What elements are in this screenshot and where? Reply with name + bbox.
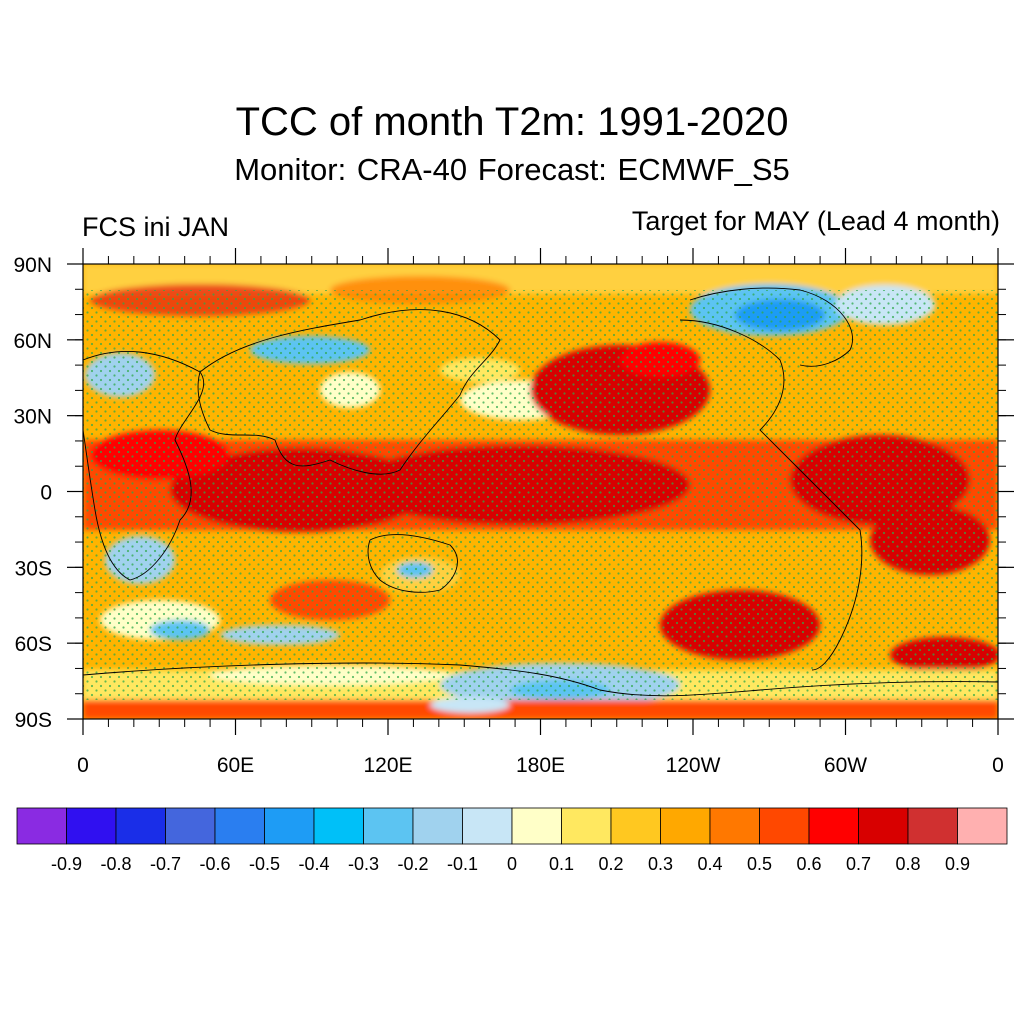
colorbar-label: 0.1 xyxy=(549,854,574,874)
latitude-axis: 90N 60N 30N 0 30S 60S 90S xyxy=(13,254,1014,732)
colorbar-label: -0.9 xyxy=(51,854,82,874)
colorbar-swatch xyxy=(561,807,612,845)
colorbar-label: -0.7 xyxy=(150,854,181,874)
colorbar-label: 0.8 xyxy=(895,854,920,874)
lon-tick-label: 180E xyxy=(516,754,565,777)
colorbar-label: 0.2 xyxy=(598,854,623,874)
lat-tick-label: 30N xyxy=(13,406,52,429)
lon-tick-label: 60W xyxy=(824,754,867,777)
colorbar-label: -0.2 xyxy=(397,854,428,874)
lat-tick-label: 90S xyxy=(15,709,52,732)
lat-tick-label: 60S xyxy=(15,633,52,656)
colorbar-swatch xyxy=(412,807,463,845)
colorbar-swatch xyxy=(214,807,265,845)
colorbar-swatch xyxy=(808,807,859,845)
colorbar-label: -0.6 xyxy=(199,854,230,874)
lon-tick-label: 0 xyxy=(992,754,1004,777)
colorbar-swatch xyxy=(907,807,958,845)
lon-tick-label: 0 xyxy=(77,754,89,777)
lat-tick-label: 90N xyxy=(13,254,52,277)
figure-subtitle: Monitor: CRA-40 Forecast: ECMWF_S5 xyxy=(234,152,790,187)
colorbar-swatch xyxy=(610,807,661,845)
colorbar-swatch xyxy=(709,807,760,845)
lon-tick-label: 60E xyxy=(217,754,254,777)
colorbar-label: -0.8 xyxy=(100,854,131,874)
colorbar-label: 0.9 xyxy=(945,854,970,874)
colorbar-label: -0.1 xyxy=(447,854,478,874)
significance-stipple xyxy=(83,290,998,700)
colorbar-label: -0.5 xyxy=(249,854,280,874)
lat-tick-label: 0 xyxy=(40,482,52,505)
colorbar-swatch xyxy=(511,807,562,845)
colorbar-swatch xyxy=(66,807,117,845)
lat-tick-label: 30S xyxy=(15,557,52,580)
colorbar-label: -0.4 xyxy=(298,854,329,874)
colorbar-label: -0.3 xyxy=(348,854,379,874)
colorbar-swatch xyxy=(759,807,810,845)
figure-title: TCC of month T2m: 1991-2020 xyxy=(235,100,789,144)
longitude-axis: 0 60E 120E 180E 120W 60W 0 xyxy=(77,248,1004,777)
colorbar-swatch xyxy=(165,807,216,845)
colorbar-swatch xyxy=(264,807,315,845)
colorbar-label: 0.4 xyxy=(697,854,722,874)
map-field xyxy=(83,264,998,719)
colorbar-swatch xyxy=(16,807,67,845)
colorbar-swatch xyxy=(858,807,909,845)
lat-tick-label: 60N xyxy=(13,330,52,353)
lon-tick-label: 120W xyxy=(666,754,721,777)
init-label: FCS ini JAN xyxy=(82,212,230,242)
coastlines xyxy=(83,287,998,697)
colorbar-swatch xyxy=(313,807,364,845)
colorbar-swatch xyxy=(462,807,513,845)
colorbar-label: 0.5 xyxy=(747,854,772,874)
colorbar-swatch xyxy=(363,807,414,845)
colorbar-label: 0 xyxy=(507,854,517,874)
colorbar-swatch xyxy=(115,807,166,845)
colorbar-label: 0.6 xyxy=(796,854,821,874)
lon-tick-label: 120E xyxy=(363,754,412,777)
colorbar-label: 0.7 xyxy=(846,854,871,874)
colorbar-swatch xyxy=(957,807,1008,845)
target-label: Target for MAY (Lead 4 month) xyxy=(631,206,1000,236)
colorbar-label: 0.3 xyxy=(648,854,673,874)
colorbar: -0.9 -0.8 -0.7 -0.6 -0.5 -0.4 -0.3 -0.2 -0.1 0 0.1… xyxy=(16,807,1008,874)
colorbar-swatch xyxy=(660,807,711,845)
